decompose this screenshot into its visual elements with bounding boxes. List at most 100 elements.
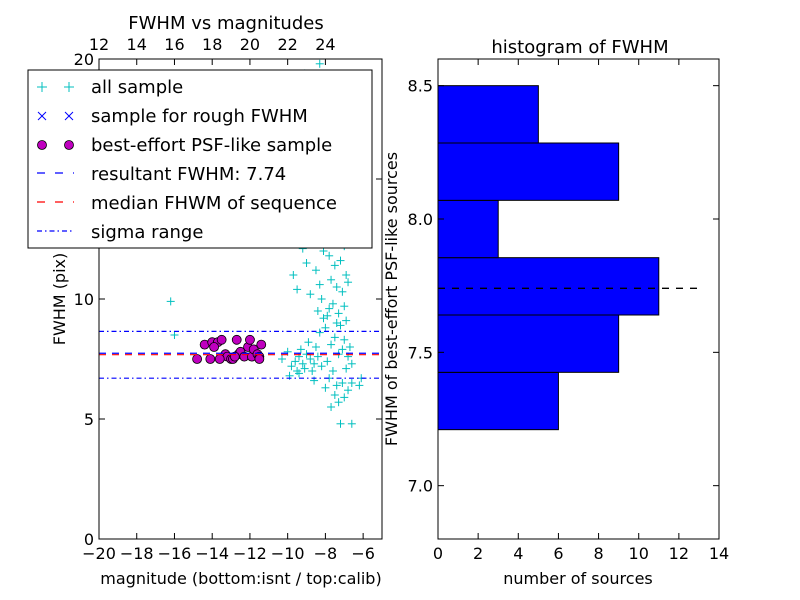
legend-entry-resultant-fwhm: resultant FWHM: 7.74: [37, 164, 286, 185]
scatter-point-plus: [321, 383, 330, 392]
scatter-point-plus: [344, 386, 353, 395]
scatter-point-plus: [289, 271, 298, 279]
y-tick-label: 8.0: [408, 210, 433, 229]
scatter-point-plus: [344, 352, 353, 361]
scatter-point-plus: [166, 297, 175, 306]
legend-entry-sigma-range: sigma range: [37, 222, 203, 243]
legend-entry-psf-sample: best-effort PSF-like sample: [37, 135, 332, 156]
legend-entry-median-fwhm: median FHWM of sequence: [37, 193, 337, 214]
histogram-bar: [437, 199, 499, 259]
histogram-bar: [437, 142, 620, 201]
histogram-bar: [437, 257, 660, 316]
scatter-point-plus: [340, 393, 349, 402]
scatter-point-plus: [347, 419, 356, 428]
scatter-point-circle: [231, 334, 242, 345]
scatter-point-plus: [291, 357, 300, 366]
legend-label: sigma range: [91, 222, 203, 243]
histogram-bar: [437, 85, 539, 144]
scatter-point-circle: [205, 354, 216, 364]
scatter-point-plus: [170, 331, 179, 339]
legend-label: resultant FWHM: 7.74: [91, 164, 286, 185]
legend-label: all sample: [91, 77, 183, 98]
top-tick-label: 18: [202, 35, 222, 54]
right-chart-title: histogram of FWHM: [491, 37, 668, 58]
legend: all sample sample for rough FWHM best-ef…: [27, 69, 373, 249]
x-tick-label: 6: [553, 544, 563, 563]
top-tick-label: 22: [277, 35, 297, 54]
scatter-point-plus: [340, 302, 349, 311]
top-tick-label: 24: [315, 35, 335, 54]
scatter-point-plus: [304, 338, 313, 347]
scatter-point-circle: [192, 354, 203, 364]
scatter-point-plus: [313, 307, 322, 315]
scatter-point-plus: [345, 343, 354, 351]
scatter-point-plus: [313, 352, 322, 361]
left-chart: −20−18−16−14−12−10−8−6051015201214161820…: [27, 13, 383, 588]
y-tick-label: 0: [84, 530, 94, 549]
x-tick-label: −12: [233, 544, 267, 563]
x-tick-label: 12: [669, 544, 689, 563]
top-tick-label: 12: [89, 35, 109, 54]
scatter-point-plus: [323, 311, 332, 320]
scatter-point-plus: [342, 364, 351, 373]
scatter-point-plus: [321, 323, 330, 332]
legend-plus-marker: [37, 82, 74, 92]
y-tick-label: 5: [84, 410, 94, 429]
top-tick-label: 20: [240, 35, 260, 54]
y-tick-label: 7.5: [408, 343, 433, 362]
scatter-point-plus: [338, 287, 347, 296]
scatter-point-circle: [214, 354, 225, 364]
histogram-bar: [437, 371, 559, 431]
scatter-point-plus: [330, 391, 339, 399]
top-tick-label: 16: [164, 35, 184, 54]
scatter-point-plus: [327, 403, 336, 411]
x-tick-label: −16: [158, 544, 192, 563]
scatter-point-plus: [287, 362, 296, 371]
scatter-point-circle: [216, 334, 227, 345]
scatter-point-plus: [336, 419, 345, 428]
x-tick-label: 0: [433, 544, 443, 563]
scatter-point-plus: [298, 359, 307, 368]
x-tick-label: −6: [351, 544, 375, 563]
x-tick-label: 4: [513, 544, 523, 563]
scatter-point-plus: [315, 280, 324, 289]
scatter-point-plus: [332, 283, 341, 291]
scatter-point-plus: [311, 266, 320, 275]
scatter-point-plus: [340, 335, 349, 344]
scatter-point-plus: [294, 369, 303, 378]
scatter-point-plus: [344, 278, 353, 287]
scatter-point-plus: [355, 381, 364, 390]
right-plot-frame: [437, 58, 720, 540]
scatter-point-plus: [315, 59, 324, 68]
x-tick-label: 14: [709, 544, 729, 563]
x-tick-label: −8: [314, 544, 338, 563]
scatter-point-plus: [308, 367, 317, 375]
histogram-bars-layer: [437, 85, 660, 431]
legend-label: median FHWM of sequence: [91, 193, 337, 214]
scatter-point-plus: [328, 367, 337, 375]
scatter-point-plus: [347, 379, 356, 387]
scatter-point-plus: [327, 340, 336, 349]
scatter-point-plus: [302, 259, 311, 267]
y-tick-label: 20: [74, 50, 94, 69]
scatter-point-plus: [327, 275, 336, 284]
x-tick-label: −10: [271, 544, 305, 563]
top-tick-label: 14: [127, 35, 147, 54]
scatter-point-plus: [330, 261, 339, 270]
scatter-point-plus: [338, 379, 347, 387]
scatter-point-plus: [317, 362, 326, 371]
left-y-axis-label: FWHM (pix): [50, 253, 69, 346]
scatter-point-plus: [323, 357, 332, 366]
x-tick-label: 8: [593, 544, 603, 563]
legend-cross-marker: [37, 111, 74, 121]
histogram-bar: [437, 314, 620, 373]
left-reference-lines: [99, 330, 382, 379]
scatter-point-plus: [325, 251, 334, 260]
scatter-point-circle: [254, 354, 265, 364]
legend-entry-all-sample: all sample: [37, 77, 183, 98]
scatter-point-plus: [325, 304, 334, 313]
left-chart-title: FWHM vs magnitudes: [128, 13, 323, 34]
x-tick-label: 2: [473, 544, 483, 563]
x-tick-label: −20: [82, 544, 116, 563]
